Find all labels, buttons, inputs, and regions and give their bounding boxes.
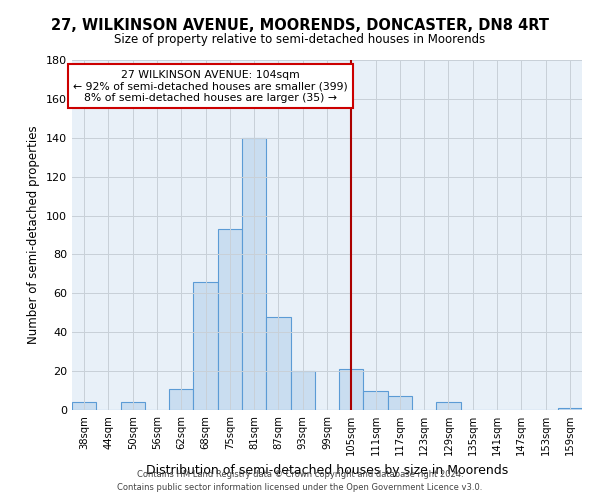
Bar [72,402,96,410]
Bar [364,390,388,410]
Bar [290,371,315,410]
Bar [169,388,193,410]
Bar [558,408,582,410]
Y-axis label: Number of semi-detached properties: Number of semi-detached properties [28,126,40,344]
Bar [266,316,290,410]
Text: 27, WILKINSON AVENUE, MOORENDS, DONCASTER, DN8 4RT: 27, WILKINSON AVENUE, MOORENDS, DONCASTE… [51,18,549,32]
Bar [193,282,218,410]
Bar [218,229,242,410]
Text: Contains HM Land Registry data © Crown copyright and database right 2024.
Contai: Contains HM Land Registry data © Crown c… [118,470,482,492]
Bar [121,402,145,410]
Text: Size of property relative to semi-detached houses in Moorends: Size of property relative to semi-detach… [115,32,485,46]
Bar [339,369,364,410]
Bar [436,402,461,410]
Text: 27 WILKINSON AVENUE: 104sqm
← 92% of semi-detached houses are smaller (399)
8% o: 27 WILKINSON AVENUE: 104sqm ← 92% of sem… [73,70,348,103]
Bar [388,396,412,410]
X-axis label: Distribution of semi-detached houses by size in Moorends: Distribution of semi-detached houses by … [146,464,508,476]
Bar [242,138,266,410]
